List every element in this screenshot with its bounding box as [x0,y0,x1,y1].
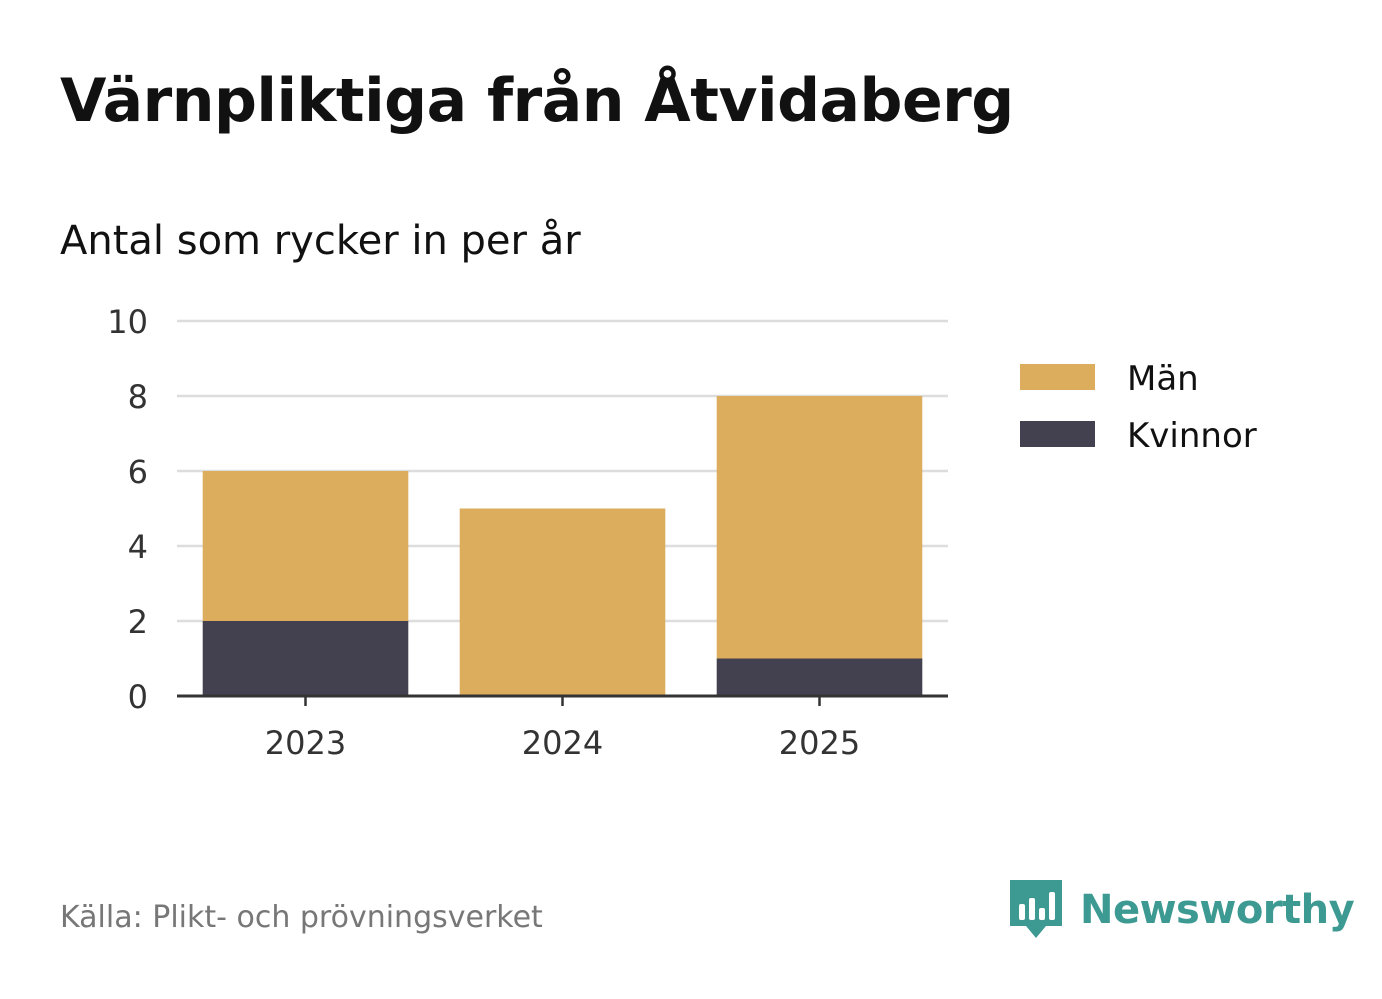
chart-title: Värnpliktiga från Åtvidaberg [60,66,1014,136]
bar-kvinnor-2025 [716,658,923,696]
y-tick-label: 10 [107,303,148,341]
chart-subtitle: Antal som rycker in per år [60,218,581,264]
bar-män-2023 [202,471,409,621]
legend-swatch-män [1020,364,1095,390]
bar-chart-speech-bubble-icon [1010,880,1062,938]
legend: Män Kvinnor [1020,359,1257,456]
y-tick-label: 4 [128,528,148,566]
axes: 0 2 4 6 8 10 2023 2024 2025 [107,303,948,762]
source-note: Källa: Plikt- och prövningsverket [60,900,543,935]
legend-label-män: Män [1127,359,1199,399]
y-tick-label: 0 [128,678,148,716]
x-tick-label: 2024 [522,724,603,762]
bar-män-2024 [459,508,666,696]
y-tick-label: 8 [128,378,148,416]
brand-name: Newsworthy [1080,887,1355,933]
bar-kvinnor-2023 [202,621,409,696]
x-tick-label: 2023 [265,724,346,762]
bar-män-2025 [716,396,923,659]
stacked-bar-chart: 0 2 4 6 8 10 2023 2024 2025 Män Kvinnor [107,303,1257,762]
x-tick-label: 2025 [779,724,860,762]
legend-swatch-kvinnor [1020,421,1095,447]
brand-logo: Newsworthy [1010,880,1355,940]
bars [202,396,923,696]
legend-label-kvinnor: Kvinnor [1127,416,1257,456]
y-tick-label: 6 [128,453,148,491]
y-tick-label: 2 [128,603,148,641]
